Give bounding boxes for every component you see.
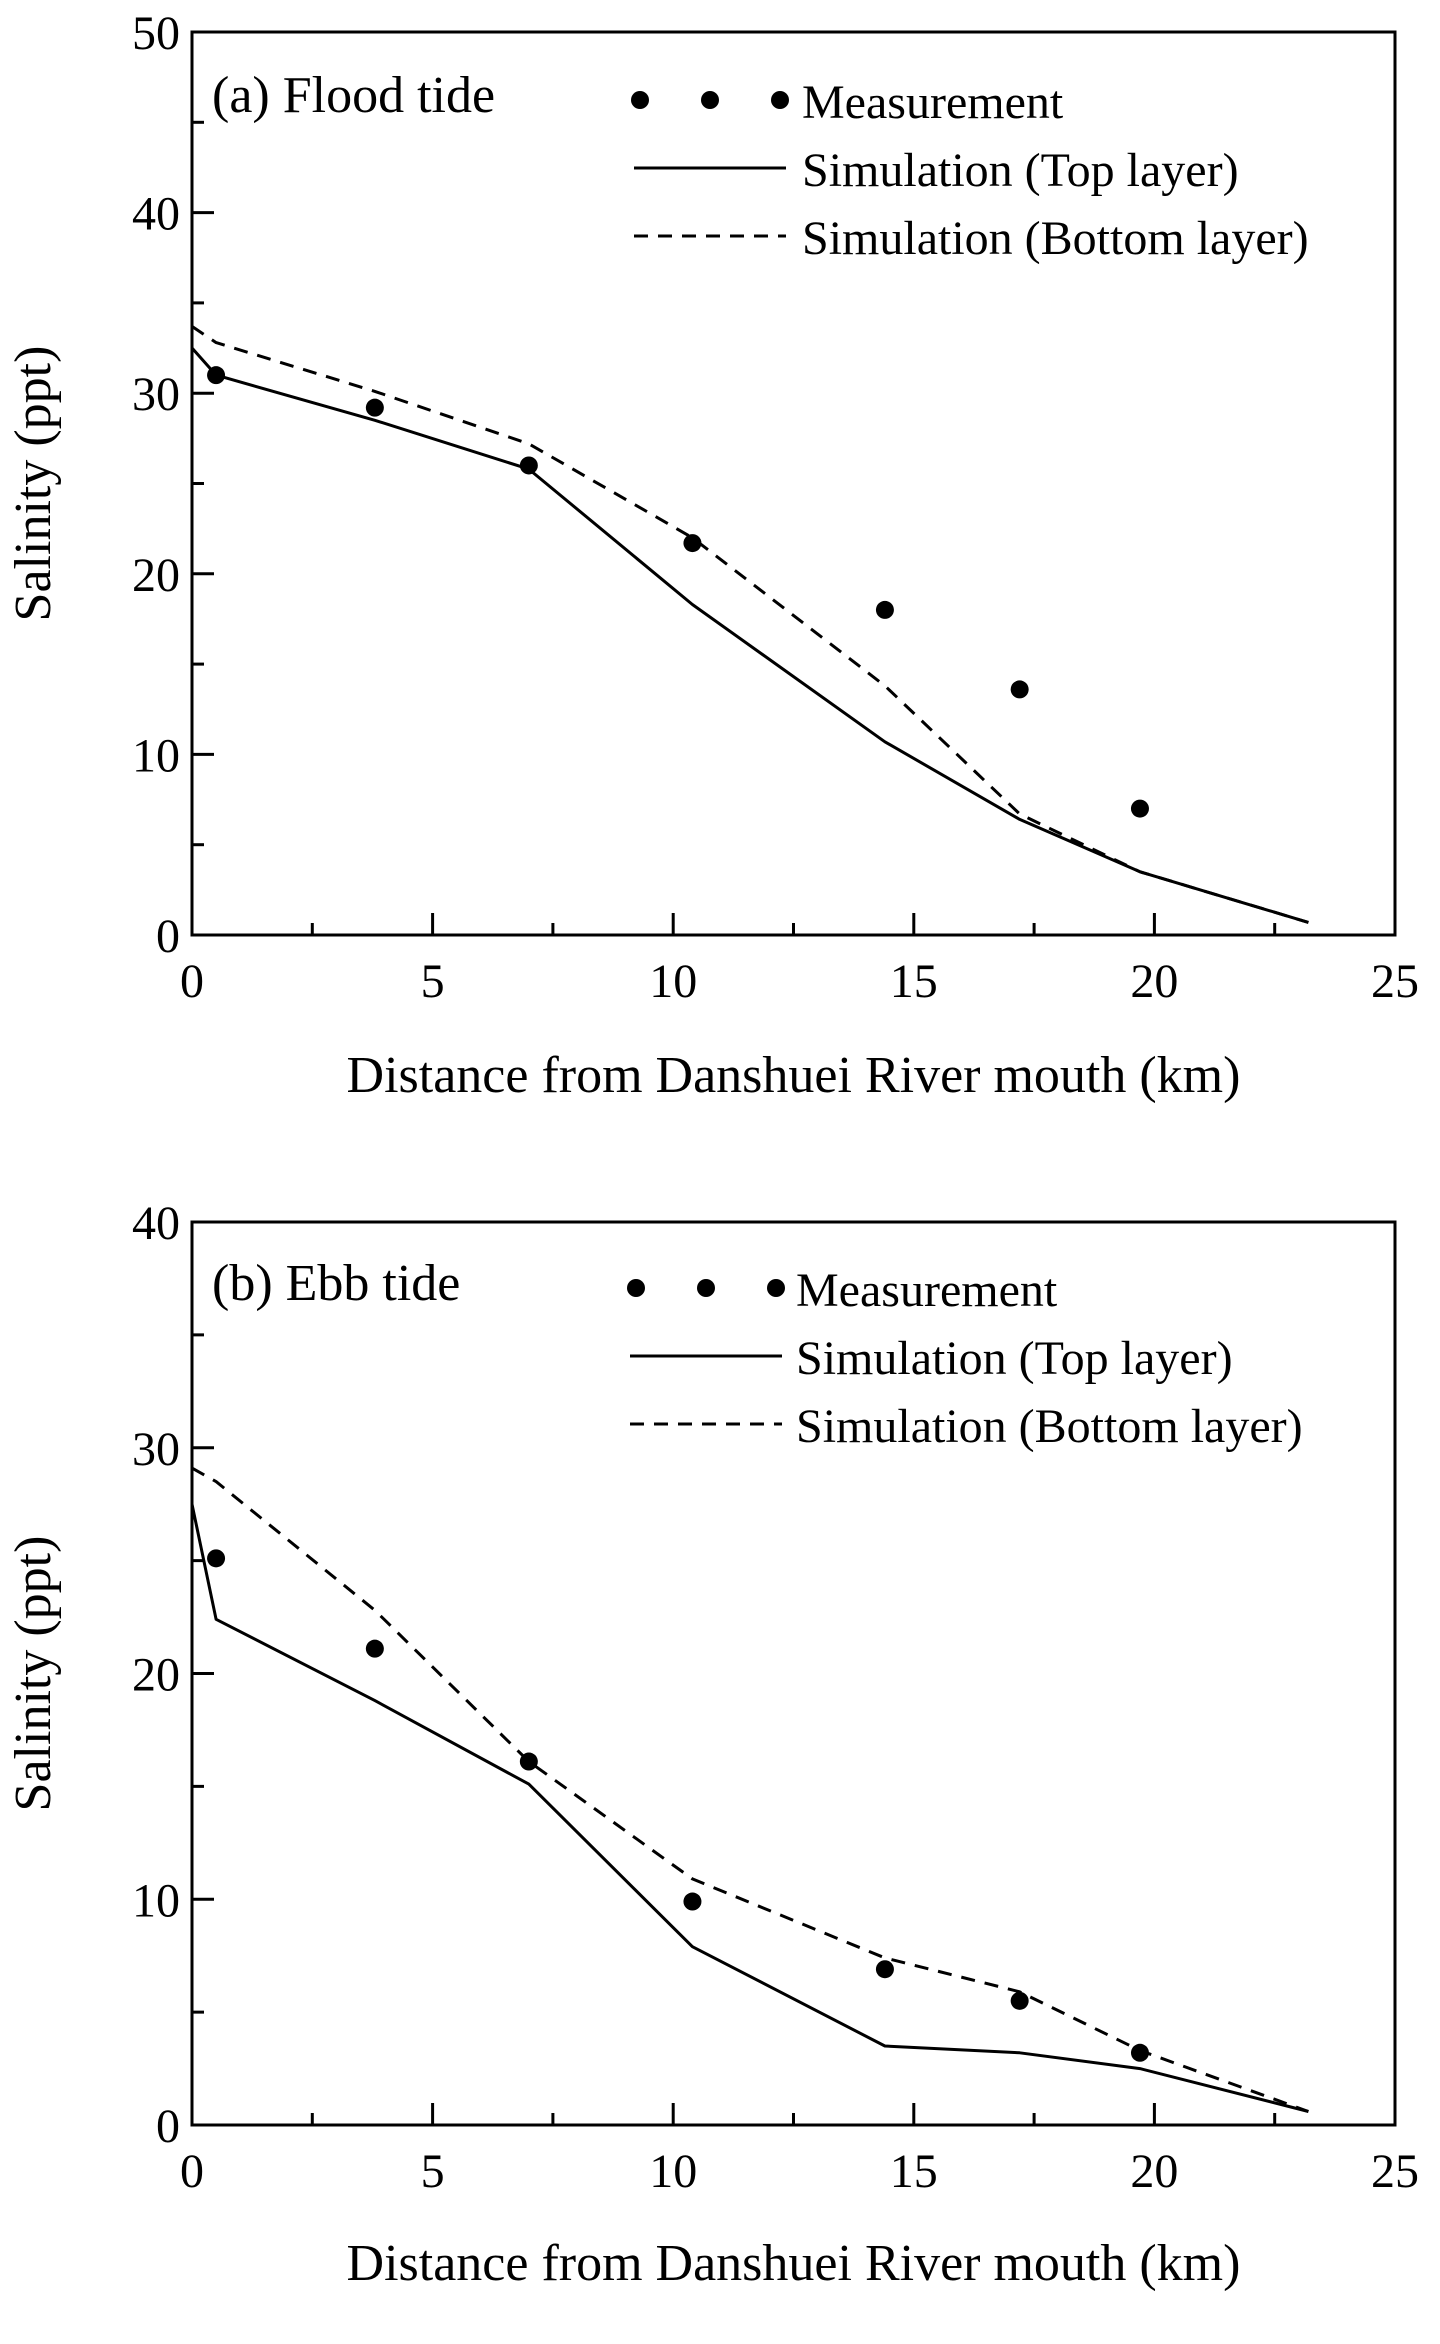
measurement-point bbox=[683, 1892, 702, 1911]
panel-flood-tide: 0 5 10 15 20 25 0 10 20 30 40 50 Distance from Dansh… bbox=[5, 7, 1419, 1104]
x-axis-title: Distance from Danshuei River mouth (km) bbox=[347, 2235, 1241, 2292]
legend-label: Simulation (Bottom layer) bbox=[796, 1400, 1303, 1453]
panel-title: (b) Ebb tide bbox=[212, 1255, 460, 1312]
y-tick-label: 10 bbox=[132, 1874, 180, 1927]
x-tick-label: 0 bbox=[180, 2145, 204, 2198]
legend-label: Simulation (Top layer) bbox=[796, 1332, 1233, 1385]
legend: Measurement Simulation (Top layer) Simulat… bbox=[627, 1264, 1303, 1453]
legend-marker-measurement bbox=[627, 1279, 645, 1297]
legend-label: Measurement bbox=[802, 76, 1064, 129]
y-axis-title: Salinity (ppt) bbox=[5, 346, 62, 622]
top-layer-line bbox=[190, 347, 1309, 924]
y-tick-label: 0 bbox=[156, 910, 180, 963]
measurement-point bbox=[365, 1639, 384, 1658]
x-tick-label: 25 bbox=[1371, 955, 1419, 1008]
measurement-point bbox=[875, 1960, 894, 1979]
x-tick-label: 15 bbox=[890, 2145, 938, 2198]
bottom-layer-line bbox=[191, 1466, 1309, 2113]
measurement-point bbox=[875, 600, 894, 619]
measurement-point bbox=[683, 534, 702, 553]
y-tick-label: 30 bbox=[132, 1423, 180, 1476]
y-tick-label: 20 bbox=[132, 549, 180, 602]
legend: Measurement Simulation (Top layer) Simulat… bbox=[631, 76, 1309, 265]
y-tick-label: 40 bbox=[132, 1197, 180, 1250]
x-tick-label: 10 bbox=[649, 955, 697, 1008]
measurement-point bbox=[365, 398, 384, 417]
top-layer-line bbox=[190, 1503, 1309, 2113]
measurement-point bbox=[519, 456, 538, 475]
legend-marker-measurement bbox=[697, 1279, 715, 1297]
measurement-point bbox=[207, 1549, 226, 1568]
bottom-layer-line bbox=[191, 325, 1309, 924]
x-tick-label: 0 bbox=[180, 955, 204, 1008]
panel-ebb-tide: 0 5 10 15 20 25 0 10 20 30 40 Distance from Danshue… bbox=[5, 1197, 1419, 2292]
y-tick-label: 30 bbox=[132, 368, 180, 421]
x-tick-label: 15 bbox=[890, 955, 938, 1008]
measurement-point bbox=[1130, 2043, 1149, 2062]
x-axis-title: Distance from Danshuei River mouth (km) bbox=[347, 1047, 1241, 1104]
legend-marker-measurement bbox=[701, 91, 719, 109]
legend-label: Measurement bbox=[796, 1264, 1058, 1317]
legend-marker-measurement bbox=[767, 1279, 785, 1297]
measurement-point bbox=[1010, 1991, 1029, 2010]
y-axis-title: Salinity (ppt) bbox=[5, 1536, 62, 1812]
x-tick-label: 20 bbox=[1130, 2145, 1178, 2198]
legend-label: Simulation (Top layer) bbox=[802, 144, 1239, 197]
legend-marker-measurement bbox=[771, 91, 789, 109]
x-tick-label: 5 bbox=[421, 955, 445, 1008]
y-tick-label: 20 bbox=[132, 1649, 180, 1702]
panel-title: (a) Flood tide bbox=[212, 67, 495, 124]
measurement-point bbox=[1010, 680, 1029, 699]
x-tick-label: 20 bbox=[1130, 955, 1178, 1008]
x-tick-label: 5 bbox=[421, 2145, 445, 2198]
legend-label: Simulation (Bottom layer) bbox=[802, 212, 1309, 265]
x-tick-label: 10 bbox=[649, 2145, 697, 2198]
y-tick-label: 0 bbox=[156, 2100, 180, 2153]
x-tick-label: 25 bbox=[1371, 2145, 1419, 2198]
y-tick-label: 50 bbox=[132, 7, 180, 60]
y-tick-label: 10 bbox=[132, 729, 180, 782]
y-tick-label: 40 bbox=[132, 188, 180, 241]
measurement-point bbox=[1130, 799, 1149, 818]
legend-marker-measurement bbox=[631, 91, 649, 109]
